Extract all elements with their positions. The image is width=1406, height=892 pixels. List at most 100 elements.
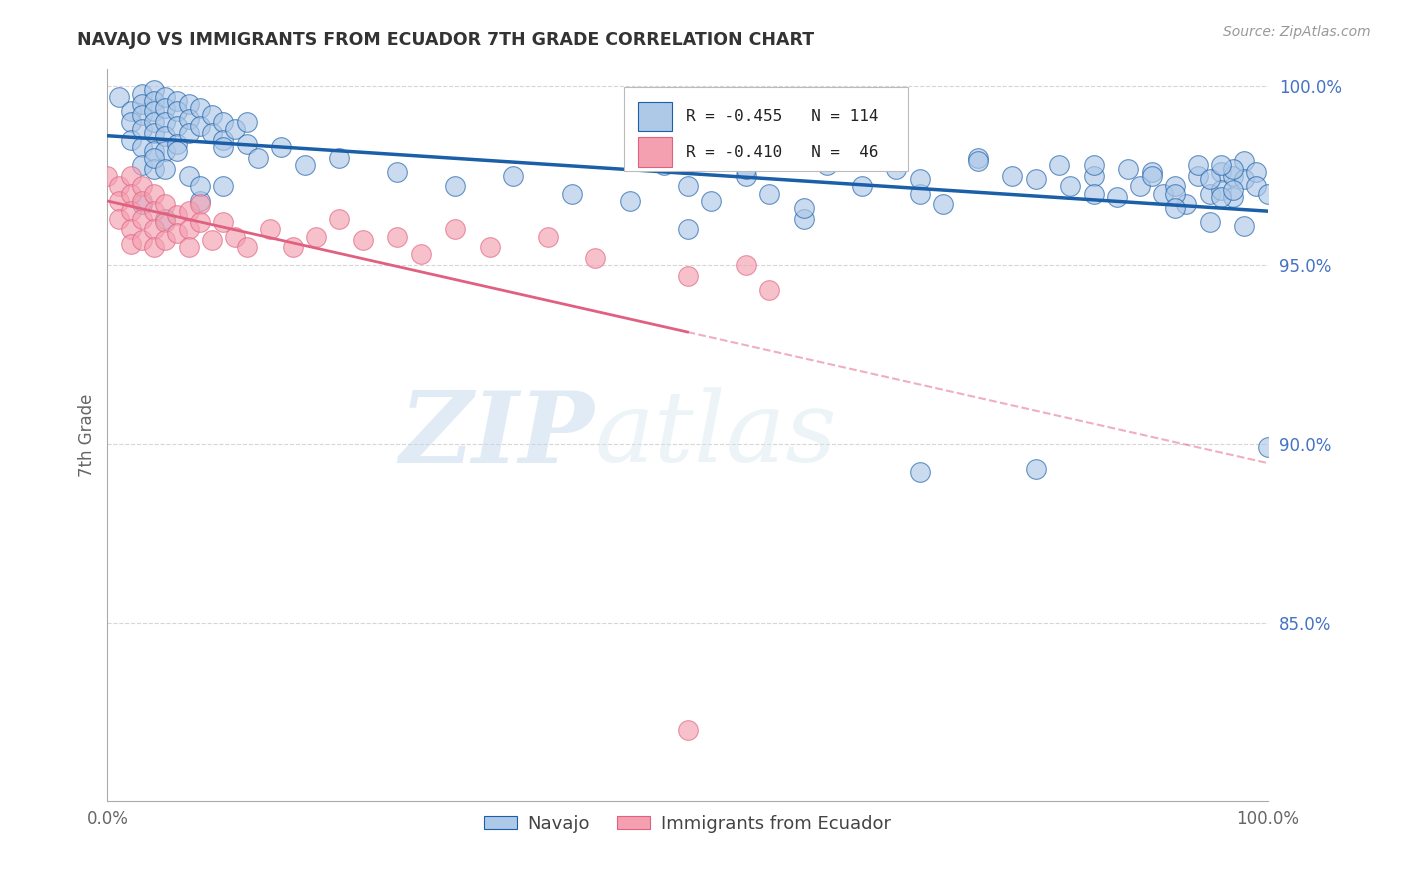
Point: [1187, 158, 1209, 172]
Point: [793, 211, 815, 226]
Point: [120, 104, 142, 119]
Point: [120, 204, 142, 219]
Point: [1187, 169, 1209, 183]
Point: [120, 115, 142, 129]
Point: [166, 226, 188, 240]
Point: [131, 140, 153, 154]
Point: [908, 466, 931, 480]
Point: [908, 172, 931, 186]
Point: [1164, 186, 1187, 201]
Point: [1001, 169, 1024, 183]
Point: [1211, 183, 1233, 197]
Point: [259, 222, 281, 236]
Point: [1198, 186, 1220, 201]
Point: [155, 129, 177, 144]
Point: [676, 723, 699, 737]
Point: [793, 201, 815, 215]
Point: [166, 119, 188, 133]
Point: [1105, 190, 1128, 204]
Point: [851, 151, 873, 165]
Point: [966, 151, 988, 165]
Point: [1175, 197, 1198, 211]
Point: [142, 240, 165, 254]
Point: [1164, 201, 1187, 215]
Point: [120, 133, 142, 147]
Point: [1083, 169, 1105, 183]
Point: [177, 126, 200, 140]
Point: [201, 108, 224, 122]
Point: [166, 208, 188, 222]
Point: [224, 229, 246, 244]
Point: [409, 247, 432, 261]
Point: [177, 204, 200, 219]
Point: [142, 94, 165, 108]
Point: [294, 158, 316, 172]
Point: [155, 115, 177, 129]
Point: [155, 161, 177, 176]
Point: [131, 97, 153, 112]
Point: [966, 154, 988, 169]
Text: ZIP: ZIP: [399, 386, 595, 483]
Point: [1233, 219, 1256, 233]
Point: [1059, 179, 1081, 194]
Point: [1222, 190, 1244, 204]
FancyBboxPatch shape: [624, 87, 908, 171]
Point: [1083, 158, 1105, 172]
Point: [1025, 172, 1047, 186]
Point: [188, 101, 211, 115]
Point: [120, 169, 142, 183]
Point: [142, 144, 165, 158]
Point: [188, 215, 211, 229]
Point: [1118, 161, 1140, 176]
Point: [560, 186, 582, 201]
Point: [537, 229, 560, 244]
Point: [444, 222, 467, 236]
Point: [177, 97, 200, 112]
Point: [758, 186, 780, 201]
Point: [1211, 165, 1233, 179]
Point: [676, 179, 699, 194]
Text: R = -0.410   N =  46: R = -0.410 N = 46: [686, 145, 879, 160]
Point: [155, 90, 177, 104]
Point: [155, 215, 177, 229]
Point: [1233, 154, 1256, 169]
Point: [142, 204, 165, 219]
Point: [177, 112, 200, 126]
Legend: Navajo, Immigrants from Ecuador: Navajo, Immigrants from Ecuador: [477, 807, 898, 840]
Point: [1083, 186, 1105, 201]
Point: [734, 169, 756, 183]
Point: [212, 115, 235, 129]
Point: [1152, 186, 1174, 201]
Point: [212, 133, 235, 147]
Point: [1140, 165, 1163, 179]
Point: [1222, 169, 1244, 183]
Point: [224, 122, 246, 136]
Point: [131, 211, 153, 226]
Point: [142, 161, 165, 176]
Point: [652, 158, 675, 172]
Point: [1025, 462, 1047, 476]
Point: [1198, 215, 1220, 229]
Point: [235, 136, 257, 151]
Point: [188, 119, 211, 133]
Point: [387, 229, 409, 244]
Text: atlas: atlas: [595, 387, 838, 483]
Point: [281, 240, 304, 254]
Point: [235, 240, 257, 254]
Point: [270, 140, 292, 154]
Point: [444, 179, 467, 194]
Point: [142, 151, 165, 165]
Text: R = -0.455   N = 114: R = -0.455 N = 114: [686, 109, 879, 124]
Point: [908, 186, 931, 201]
Point: [1047, 158, 1070, 172]
Point: [201, 126, 224, 140]
Point: [212, 140, 235, 154]
Point: [155, 197, 177, 211]
Point: [120, 222, 142, 236]
Point: [851, 179, 873, 194]
Point: [155, 101, 177, 115]
Point: [166, 104, 188, 119]
Point: [886, 161, 908, 176]
Point: [1244, 165, 1267, 179]
Point: [1198, 172, 1220, 186]
